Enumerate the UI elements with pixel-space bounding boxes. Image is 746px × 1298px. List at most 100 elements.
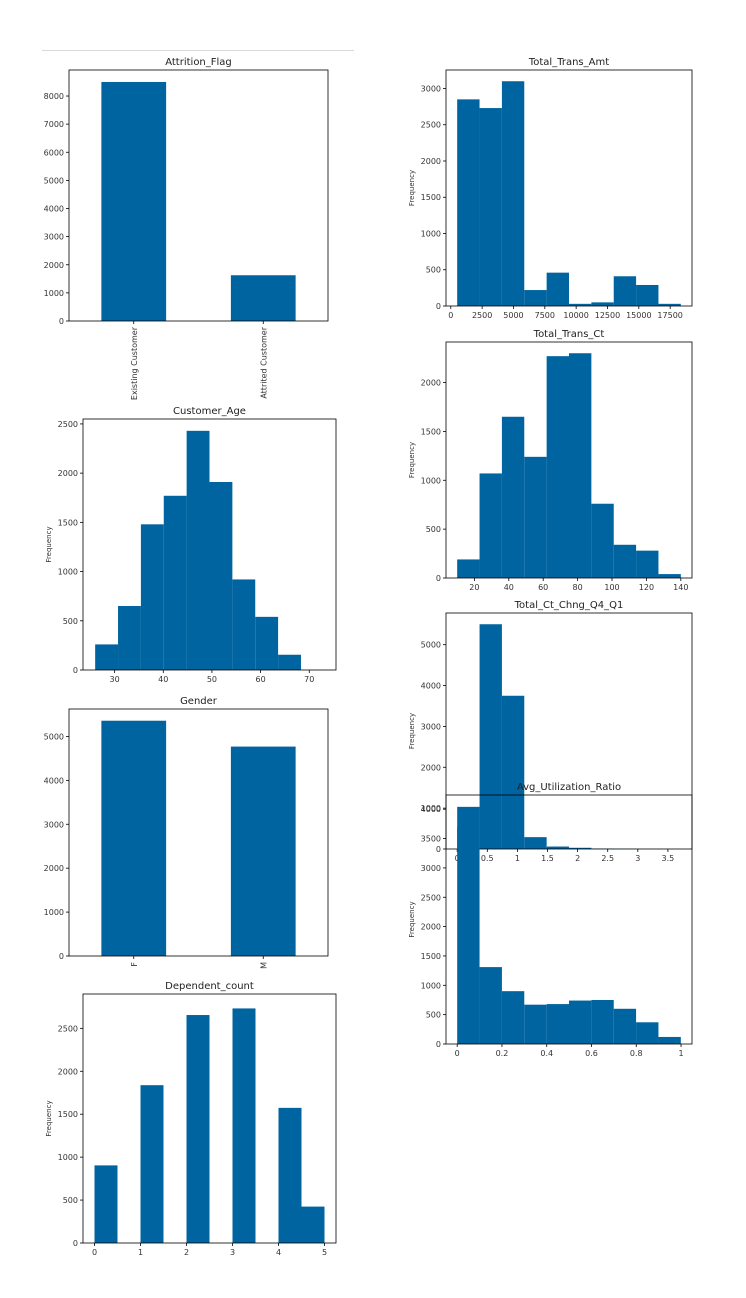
- histogram-bar: [546, 846, 569, 849]
- y-tick-label: 1000: [58, 1153, 78, 1162]
- x-tick-label: 50: [207, 675, 217, 684]
- y-axis-label: Frequency: [408, 170, 416, 206]
- histogram-bar: [501, 81, 525, 306]
- chart-trans-ct: Total_Trans_Ct Frequency 20 40 60 80 100 120 140…: [408, 329, 693, 592]
- histogram-bar: [569, 1000, 592, 1044]
- histogram-bar: [232, 579, 256, 670]
- x-tick-label: 15000: [626, 311, 651, 320]
- y-axis-label: Frequency: [45, 1100, 53, 1136]
- histogram-bar: [163, 495, 187, 670]
- chart-ct-chng: Total_Ct_Chng_Q4_Q1 Frequency 0 0.5 1 1.5 2 2.5…: [408, 600, 693, 863]
- y-tick-label: 7000: [44, 120, 64, 129]
- chart-title: Total_Trans_Ct: [533, 329, 605, 340]
- histogram-bar: [546, 272, 569, 306]
- histogram-bar: [569, 303, 592, 306]
- y-tick-label: 1500: [58, 1110, 78, 1119]
- x-tick-label: M: [259, 962, 268, 969]
- plot-frame: [82, 993, 337, 1244]
- chart-title: Gender: [180, 696, 218, 707]
- histogram-bar: [524, 290, 547, 306]
- y-tick-label: 1500: [421, 952, 441, 961]
- x-tick-label: 1: [515, 854, 520, 863]
- histogram-bar: [479, 624, 502, 849]
- y-tick-label: 1000: [44, 908, 64, 917]
- x-tick-label: 4: [276, 1248, 281, 1257]
- plot-frame: [82, 418, 337, 671]
- histogram-bar: [658, 1036, 681, 1044]
- y-tick-label: 4000: [44, 776, 64, 785]
- plot-frame: [445, 69, 693, 307]
- chart-title: Dependent_count: [165, 981, 254, 992]
- y-tick-label: 0: [436, 302, 441, 311]
- histogram-bar: [186, 1015, 210, 1243]
- y-tick-label: 0: [59, 952, 64, 961]
- chart-title: Total_Ct_Chng_Q4_Q1: [514, 600, 624, 611]
- y-tick-label: 0: [59, 317, 64, 326]
- y-tick-label: 1000: [421, 981, 441, 990]
- x-tick-label: 2500: [472, 311, 492, 320]
- y-tick-label: 4000: [421, 682, 441, 691]
- y-tick-label: 0: [436, 845, 441, 854]
- histogram-bar: [457, 806, 480, 1044]
- y-tick-label: 2500: [421, 121, 441, 130]
- y-tick-label: 2000: [44, 864, 64, 873]
- y-tick-label: 2500: [58, 1024, 78, 1033]
- histogram-bar: [479, 108, 502, 306]
- histogram-bar: [524, 837, 547, 849]
- x-tick-label: 5000: [503, 311, 523, 320]
- x-tick-label: 5: [322, 1248, 327, 1257]
- y-tick-label: 3500: [421, 835, 441, 844]
- plot-frame: [445, 794, 693, 1045]
- histogram-bar: [479, 473, 502, 578]
- y-tick-label: 1000: [421, 804, 441, 813]
- x-tick-label: 0: [448, 311, 453, 320]
- x-tick-label: 1: [138, 1248, 143, 1257]
- y-tick-label: 0: [73, 1239, 78, 1248]
- x-tick-label: 3: [635, 854, 640, 863]
- histogram-bar: [457, 559, 480, 578]
- y-tick-label: 2500: [421, 893, 441, 902]
- x-tick-label: 100: [604, 583, 619, 592]
- y-tick-label: 500: [63, 1196, 78, 1205]
- y-tick-label: 3000: [421, 864, 441, 873]
- histogram-bar: [278, 1107, 302, 1243]
- x-tick-label: 0.5: [481, 854, 494, 863]
- histogram-bar: [479, 967, 502, 1044]
- histogram-bar: [591, 503, 614, 578]
- plot-frame: [445, 612, 693, 850]
- y-tick-label: 1500: [421, 193, 441, 202]
- y-tick-label: 4000: [421, 805, 441, 814]
- x-tick-label: 0: [455, 1049, 460, 1058]
- y-tick-label: 3000: [421, 722, 441, 731]
- x-tick-label: F: [130, 962, 139, 967]
- histogram-bar: [613, 276, 637, 306]
- histogram-bar: [301, 1206, 325, 1243]
- histogram-bar: [255, 616, 279, 670]
- y-tick-label: 2500: [58, 420, 78, 429]
- top-divider: [42, 50, 354, 51]
- chart-dependent: Dependent_count Frequency 0 1 2 3 4 5 0 500 1000 15…: [45, 981, 337, 1257]
- chart-title: Customer_Age: [173, 406, 246, 417]
- x-tick-label: 1: [678, 1049, 683, 1058]
- y-axis-label: Frequency: [408, 442, 416, 478]
- x-tick-label: 0.6: [585, 1049, 598, 1058]
- y-tick-label: 2000: [58, 469, 78, 478]
- chart-age: Customer_Age Frequency 30 40 50 60 70 0 500 1000 1…: [45, 406, 337, 684]
- y-tick-label: 500: [426, 525, 441, 534]
- histogram-bar: [501, 991, 525, 1044]
- chart-title: Total_Trans_Amt: [528, 57, 609, 68]
- y-tick-label: 2000: [421, 379, 441, 388]
- y-axis-label: Frequency: [408, 901, 416, 937]
- histogram-bar: [501, 416, 525, 578]
- histogram-bar: [524, 456, 547, 578]
- x-tick-label: 0.4: [540, 1049, 553, 1058]
- histogram-bar: [636, 1022, 659, 1044]
- histogram-bar: [140, 524, 164, 670]
- x-tick-label: 60: [255, 675, 265, 684]
- x-tick-label: 0.2: [496, 1049, 509, 1058]
- y-tick-label: 0: [436, 1040, 441, 1049]
- histogram-bar: [658, 303, 681, 306]
- y-tick-label: 1000: [44, 289, 64, 298]
- x-tick-label: 20: [469, 583, 479, 592]
